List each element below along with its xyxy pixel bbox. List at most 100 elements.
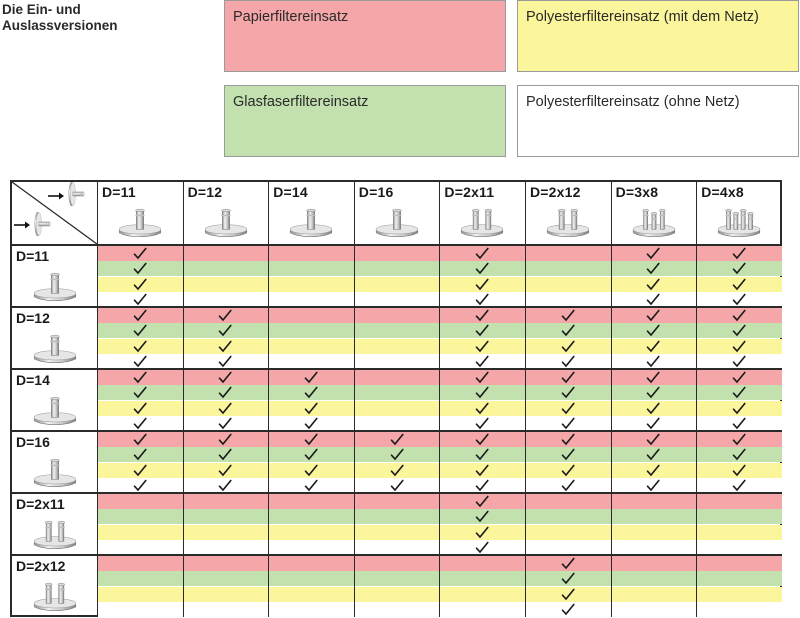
check-icon bbox=[304, 386, 318, 399]
check-icon bbox=[219, 433, 232, 446]
check-icon bbox=[475, 355, 489, 367]
column-header: D=11 bbox=[102, 184, 136, 200]
check-icon bbox=[732, 417, 746, 429]
check-icon bbox=[647, 324, 660, 337]
check-icon bbox=[219, 386, 232, 399]
check-icon bbox=[732, 448, 746, 461]
check-icon bbox=[561, 603, 575, 615]
check-icon bbox=[475, 309, 489, 322]
compatibility-table: D=11 D=12 D=14 D=16 D=2x11 D=2x12 D=3x8 D=4x8 D=… bbox=[10, 180, 782, 617]
legend-paper: Papierfiltereinsatz bbox=[224, 0, 506, 72]
row-header: D=12 bbox=[16, 310, 50, 326]
check-icon bbox=[561, 557, 575, 570]
check-icon bbox=[133, 309, 147, 322]
column-header: D=2x11 bbox=[444, 184, 495, 200]
check-icon bbox=[732, 433, 746, 446]
check-icon bbox=[133, 448, 147, 461]
check-icon bbox=[475, 417, 489, 429]
check-icon bbox=[647, 464, 660, 476]
check-icon bbox=[647, 371, 660, 384]
check-icon bbox=[304, 464, 318, 476]
filter-fitting-icon bbox=[33, 520, 77, 549]
row-header: D=14 bbox=[16, 372, 50, 388]
row-header: D=2x12 bbox=[16, 558, 66, 574]
check-icon bbox=[732, 479, 746, 491]
check-icon bbox=[133, 417, 147, 429]
check-icon bbox=[475, 433, 489, 446]
check-icon bbox=[647, 247, 660, 260]
check-icon bbox=[390, 433, 404, 446]
check-icon bbox=[475, 526, 489, 538]
legend-polyester-net: Polyesterfiltereinsatz (mit dem Netz) bbox=[517, 0, 799, 72]
check-icon bbox=[219, 402, 232, 414]
filter-fitting-icon bbox=[204, 208, 247, 237]
check-icon bbox=[219, 371, 232, 384]
check-icon bbox=[133, 433, 147, 446]
check-icon bbox=[219, 309, 232, 322]
check-icon bbox=[561, 309, 575, 322]
check-icon bbox=[647, 386, 660, 399]
check-icon bbox=[475, 247, 489, 260]
filter-fitting-icon bbox=[546, 208, 590, 237]
check-icon bbox=[561, 324, 575, 337]
check-icon bbox=[219, 479, 232, 491]
column-divider bbox=[696, 182, 698, 617]
filter-fitting-icon bbox=[632, 208, 675, 237]
check-icon bbox=[732, 293, 746, 305]
check-icon bbox=[732, 324, 746, 337]
check-icon bbox=[475, 464, 489, 476]
check-icon bbox=[561, 386, 575, 399]
row-divider bbox=[12, 430, 782, 432]
outlet-arrow-icon bbox=[48, 192, 64, 200]
check-icon bbox=[732, 278, 746, 290]
check-icon bbox=[219, 355, 232, 367]
check-icon bbox=[475, 448, 489, 461]
check-icon bbox=[647, 278, 660, 290]
check-icon bbox=[732, 262, 746, 275]
check-icon bbox=[561, 588, 575, 600]
check-icon bbox=[219, 448, 232, 461]
check-icon bbox=[647, 262, 660, 275]
filter-fitting-icon bbox=[33, 458, 77, 487]
filter-fitting-icon bbox=[375, 208, 419, 237]
check-icon bbox=[647, 355, 660, 367]
corner-diagonal bbox=[12, 182, 97, 244]
column-header: D=16 bbox=[358, 184, 394, 200]
check-icon bbox=[133, 262, 147, 275]
check-icon bbox=[732, 371, 746, 384]
row-divider bbox=[12, 492, 782, 494]
column-divider bbox=[268, 182, 270, 617]
row-divider bbox=[12, 554, 782, 556]
check-icon bbox=[732, 386, 746, 399]
check-icon bbox=[475, 402, 489, 414]
check-icon bbox=[561, 355, 575, 367]
check-icon bbox=[133, 464, 147, 476]
check-icon bbox=[561, 402, 575, 414]
row-divider bbox=[12, 306, 782, 308]
check-icon bbox=[561, 371, 575, 384]
check-icon bbox=[304, 448, 318, 461]
legend-glass: Glasfaserfiltereinsatz bbox=[224, 85, 506, 157]
check-icon bbox=[475, 262, 489, 275]
row-header: D=16 bbox=[16, 434, 50, 450]
filter-fitting-icon bbox=[33, 582, 77, 611]
check-icon bbox=[475, 371, 489, 384]
check-icon bbox=[390, 448, 404, 461]
check-icon bbox=[732, 402, 746, 414]
check-icon bbox=[219, 324, 232, 337]
check-icon bbox=[304, 417, 318, 429]
check-icon bbox=[732, 340, 746, 352]
check-icon bbox=[647, 402, 660, 414]
check-icon bbox=[133, 479, 147, 491]
check-icon bbox=[133, 371, 147, 384]
check-icon bbox=[561, 448, 575, 461]
page-title: Die Ein- und Auslassversionen bbox=[2, 2, 152, 34]
check-icon bbox=[133, 293, 147, 305]
check-icon bbox=[732, 309, 746, 322]
check-icon bbox=[647, 293, 660, 305]
check-icon bbox=[304, 479, 318, 491]
check-icon bbox=[647, 479, 660, 491]
check-icon bbox=[133, 402, 147, 414]
title-line-1: Die Ein- und bbox=[2, 2, 81, 17]
check-icon bbox=[475, 340, 489, 352]
